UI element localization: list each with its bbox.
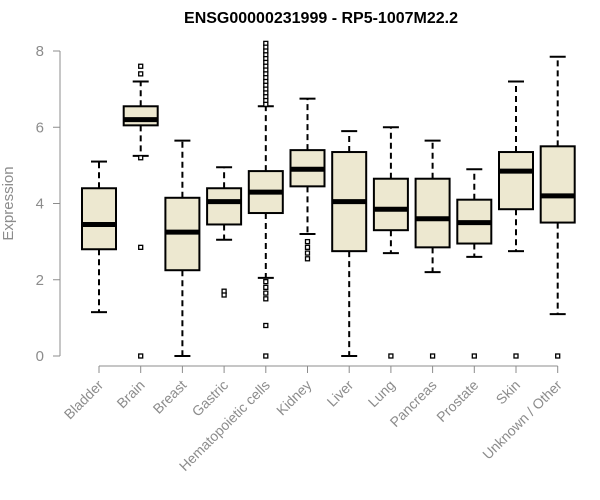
x-tick-label: Breast [150, 377, 190, 417]
y-axis: 0 2 4 6 8 [36, 43, 61, 365]
x-tick-label: Skin [493, 377, 524, 408]
chart-title: ENSG00000231999 - RP5-1007M22.2 [184, 10, 458, 27]
outlier-point [138, 155, 144, 161]
iqr-box [81, 187, 117, 251]
box-skin [498, 80, 534, 359]
outlier-point [263, 290, 269, 296]
box-liver [331, 130, 368, 357]
iqr-box [122, 105, 159, 127]
x-tick-label: Liver [324, 377, 357, 410]
outlier-point [263, 101, 269, 108]
x-tick-label: Kidney [273, 377, 315, 419]
outlier-point [471, 353, 477, 359]
box-brain [122, 63, 159, 359]
box-series [81, 40, 576, 359]
x-tick-label: Lung [365, 377, 398, 410]
x-tick-label: Brain [113, 377, 147, 411]
iqr-box [539, 145, 576, 224]
outlier-point [388, 353, 394, 359]
outlier-point [555, 353, 561, 359]
box-breast [164, 139, 201, 357]
y-tick-label: 8 [36, 43, 44, 60]
box-hematopoietic-cells [247, 40, 284, 359]
outlier-point [263, 322, 269, 329]
iqr-box [206, 187, 243, 226]
outlier-point [304, 238, 311, 245]
outlier-point [138, 63, 144, 69]
box-lung [372, 126, 409, 359]
y-tick-label: 4 [36, 196, 44, 213]
box-bladder [81, 160, 117, 314]
outlier-point [138, 71, 144, 77]
outlier-point [263, 284, 269, 291]
box-kidney [289, 97, 326, 262]
outlier-point [304, 250, 311, 256]
outlier-point [221, 292, 227, 298]
y-tick-label: 0 [36, 348, 44, 365]
outlier-point [429, 353, 436, 359]
outlier-point [263, 279, 269, 285]
outlier-point [513, 353, 519, 359]
box-unknown-other [539, 55, 576, 359]
x-tick-label: Prostate [433, 377, 481, 425]
outlier-point [263, 296, 269, 302]
iqr-box [372, 177, 409, 232]
outlier-point [138, 353, 144, 359]
outlier-point [304, 256, 311, 262]
iqr-box [498, 151, 534, 211]
outlier-point [263, 353, 269, 359]
y-tick-label: 6 [36, 119, 44, 136]
x-tick-label: Bladder [61, 377, 107, 423]
iqr-box [414, 177, 451, 249]
outlier-point [138, 244, 144, 250]
y-axis-label: Expression [0, 166, 17, 240]
box-pancreas [414, 139, 451, 359]
box-gastric [206, 166, 243, 298]
x-tick-label: Unknown / Other [479, 377, 565, 463]
outlier-point [304, 244, 311, 250]
box-prostate [456, 168, 493, 359]
y-tick-label: 2 [36, 272, 44, 289]
